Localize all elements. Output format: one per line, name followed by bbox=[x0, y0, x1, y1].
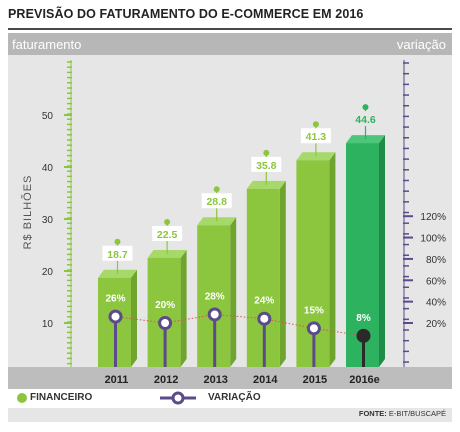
chart-title: PREVISÃO DO FATURAMENTO DO E-COMMERCE EM… bbox=[8, 7, 364, 21]
value-label-box bbox=[251, 156, 282, 172]
value-callout-dot bbox=[164, 219, 171, 225]
value-label-box bbox=[102, 245, 133, 261]
y2-tick-label: 80% bbox=[426, 255, 446, 266]
bar-side bbox=[180, 250, 187, 367]
source-note: FONTE: E-BIT/BUSCAPÉ bbox=[359, 409, 446, 418]
variation-label: 8% bbox=[356, 313, 371, 324]
value-callout-dot bbox=[213, 186, 220, 193]
y2-tick-label: 100% bbox=[420, 234, 446, 245]
variation-point bbox=[257, 311, 272, 326]
axis-header-bar: faturamento variação bbox=[8, 33, 452, 55]
source-text: E-BIT/BUSCAPÉ bbox=[386, 409, 446, 418]
value-label-box bbox=[152, 226, 183, 241]
variation-label: 24% bbox=[254, 296, 274, 307]
bar-value-label: 28.8 bbox=[206, 196, 227, 208]
legend-financeiro: FINANCEIRO bbox=[30, 392, 93, 403]
legend: FINANCEIRO VARIAÇÃO bbox=[8, 389, 452, 407]
variation-label: 15% bbox=[304, 305, 324, 316]
value-callout-dot bbox=[263, 149, 270, 156]
source-bar: FONTE: E-BIT/BUSCAPÉ bbox=[8, 408, 452, 422]
bar-side bbox=[230, 217, 237, 367]
y-axis-label: R$ BILHÕES bbox=[21, 175, 34, 250]
y2-tick-label: 120% bbox=[420, 212, 446, 223]
value-callout-dot bbox=[114, 238, 121, 245]
variation-point bbox=[207, 307, 222, 322]
x-tick-label: 2011 bbox=[105, 374, 129, 386]
right-axis-header: variação bbox=[396, 37, 446, 52]
y-tick-label: 30 bbox=[42, 215, 54, 226]
y2-tick-label: 60% bbox=[426, 276, 446, 287]
bar-side bbox=[329, 152, 336, 367]
x-tick-label: 2016e bbox=[349, 374, 380, 386]
bar-value-label: 22.5 bbox=[157, 229, 178, 241]
variation-point bbox=[306, 321, 321, 336]
x-tick-label: 2013 bbox=[203, 374, 227, 386]
value-callout-dot bbox=[362, 104, 369, 111]
y-tick-label: 40 bbox=[42, 163, 54, 174]
bar-side bbox=[379, 135, 385, 367]
value-label-box bbox=[300, 128, 331, 144]
bar-side bbox=[131, 269, 137, 367]
x-tick-label: 2015 bbox=[303, 374, 327, 386]
y2-tick-label: 20% bbox=[426, 319, 446, 330]
bar-value-label: 41.3 bbox=[306, 131, 327, 143]
variation-point bbox=[108, 309, 123, 324]
title-rule bbox=[8, 28, 452, 30]
bar-value-label: 44.6 bbox=[355, 114, 376, 126]
bar-value-label: 35.8 bbox=[256, 160, 277, 172]
left-axis-header: faturamento bbox=[12, 37, 82, 52]
source-label: FONTE: bbox=[358, 409, 387, 418]
value-callout-dot bbox=[312, 121, 319, 128]
variation-label: 28% bbox=[205, 291, 225, 302]
variacao-legend-marker bbox=[160, 391, 196, 405]
y2-tick-label: 40% bbox=[426, 298, 446, 309]
y-tick-label: 50 bbox=[42, 111, 54, 122]
x-tick-label: 2014 bbox=[253, 374, 278, 386]
value-label-box bbox=[350, 111, 381, 127]
variation-label: 26% bbox=[105, 294, 125, 305]
variation-label: 20% bbox=[155, 300, 175, 311]
y-tick-label: 20 bbox=[42, 267, 54, 278]
x-axis-band bbox=[8, 367, 452, 389]
value-label-box bbox=[201, 193, 232, 209]
variation-point bbox=[356, 328, 371, 343]
bar-side bbox=[279, 180, 286, 367]
legend-variacao: VARIAÇÃO bbox=[208, 392, 261, 403]
variation-point bbox=[158, 316, 173, 330]
x-tick-label: 2012 bbox=[154, 374, 178, 386]
financeiro-legend-marker bbox=[17, 393, 27, 403]
bar-value-label: 18.7 bbox=[107, 249, 128, 261]
y-tick-label: 10 bbox=[42, 319, 54, 330]
